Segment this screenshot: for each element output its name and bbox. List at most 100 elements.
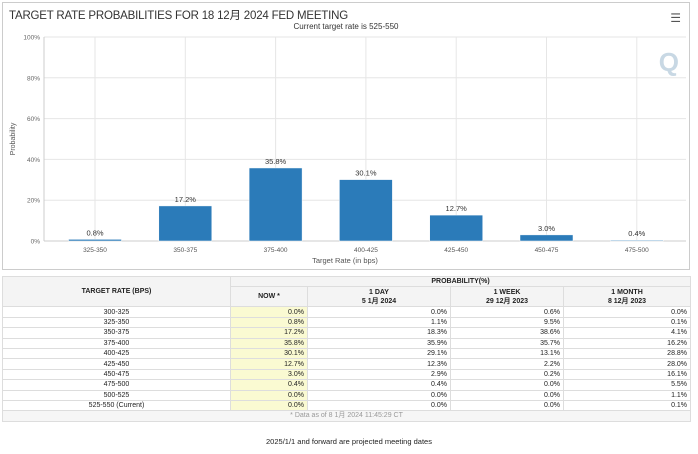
probability-table-wrap: TARGET RATE (BPS) PROBABILITY(%) NOW * 1 …: [1, 275, 692, 422]
probability-cell: 9.5%: [450, 316, 564, 329]
rate-cell: 300-325: [2, 306, 231, 318]
data-label: 35.8%: [265, 157, 287, 166]
probability-cell: 1.1%: [562, 389, 692, 401]
probability-cell: 0.0%: [307, 306, 451, 318]
y-tick-label: 60%: [27, 116, 40, 123]
column-date: 29 12月 2023: [485, 297, 529, 305]
probability-cell: 29.1%: [307, 347, 451, 360]
x-tick-label: 450-475: [535, 247, 559, 254]
bar: [158, 205, 213, 242]
rate-cell: 325-350: [2, 316, 231, 329]
column-title: 1 WEEK: [493, 288, 521, 296]
bar: [248, 167, 303, 242]
probability-cell: 0.0%: [307, 389, 451, 401]
probability-cell: 0.0%: [230, 306, 308, 318]
projected-dates-note: 2025/1/1 and forward are projected meeti…: [266, 437, 432, 446]
column-title: 1 DAY: [369, 288, 389, 296]
probability-cell: 0.8%: [230, 316, 308, 329]
probability-cell: 0.0%: [562, 306, 692, 318]
x-tick-label: 400-425: [354, 247, 378, 254]
bar: [519, 234, 574, 242]
probability-cell: 0.1%: [562, 316, 692, 329]
y-tick-label: 40%: [27, 157, 40, 164]
probability-cell: 2.9%: [307, 368, 451, 381]
probability-cell: 0.0%: [450, 399, 564, 412]
probability-cell: 16.2%: [562, 337, 692, 349]
probability-cell: 0.6%: [450, 306, 564, 318]
x-tick-label: 325-350: [83, 247, 107, 254]
probability-cell: 28.0%: [562, 358, 692, 370]
column-date: 5 1月 2024: [361, 297, 397, 305]
bar: [610, 239, 664, 242]
data-label: 3.0%: [538, 224, 555, 233]
x-tick-label: 475-500: [625, 247, 649, 254]
probability-cell: 17.2%: [230, 327, 308, 339]
probability-cell: 0.0%: [230, 389, 308, 401]
y-tick-label: 20%: [27, 198, 40, 205]
y-axis-title: Probability: [10, 122, 17, 155]
column-header: 1 MONTH 8 12月 2023: [562, 286, 692, 308]
table-row: 400-425 30.1% 29.1% 13.1% 28.8%: [2, 347, 692, 360]
probability-cell: 35.8%: [230, 337, 308, 349]
rate-cell: 375-400: [2, 337, 231, 349]
x-tick-label: 425-450: [444, 247, 468, 254]
table-row: 300-325 0.0% 0.0% 0.6% 0.0%: [2, 306, 692, 318]
bar: [339, 179, 393, 242]
table-row: 475-500 0.4% 0.4% 0.0% 5.5%: [2, 379, 692, 391]
x-tick-label: 350-375: [173, 247, 197, 254]
y-tick-label: 100%: [23, 35, 40, 42]
table-row: 325-350 0.8% 1.1% 9.5% 0.1%: [2, 316, 692, 329]
probability-cell: 16.1%: [562, 368, 692, 381]
probability-cell: 30.1%: [230, 347, 308, 360]
table-row: 525-550 (Current) 0.0% 0.0% 0.0% 0.1%: [2, 399, 692, 412]
probability-cell: 0.0%: [230, 399, 308, 412]
hamburger-icon[interactable]: ☰: [670, 11, 681, 25]
probability-cell: 5.5%: [562, 379, 692, 391]
column-title: NOW *: [258, 293, 280, 301]
bar: [429, 214, 483, 242]
probability-cell: 0.0%: [450, 379, 564, 391]
probability-cell: 18.3%: [307, 327, 451, 339]
chart-panel: TARGET RATE PROBABILITIES FOR 18 12月 202…: [2, 2, 690, 270]
rate-cell: 475-500: [2, 379, 231, 391]
rate-cell: 450-475: [2, 368, 231, 381]
probability-cell: 0.4%: [307, 379, 451, 391]
bar-chart: 0% 20% 40% 60% 80% 100% 0.8% 325-350 17.2% 350-37…: [10, 35, 686, 265]
chart-subtitle: Current target rate is 525-550: [293, 22, 399, 31]
x-tick-label: 375-400: [264, 247, 288, 254]
rate-cell: 400-425: [2, 347, 231, 360]
data-timestamp: * Data as of 8 1月 2024 11:45:29 CT: [1, 410, 692, 422]
probability-cell: 12.3%: [307, 358, 451, 370]
data-label: 0.8%: [86, 228, 103, 237]
rate-header: TARGET RATE (BPS): [2, 275, 231, 308]
probability-cell: 12.7%: [230, 358, 308, 370]
probability-cell: 0.0%: [307, 399, 451, 412]
x-axis-title: Target Rate (in bps): [312, 256, 378, 265]
data-label: 12.7%: [446, 204, 468, 213]
column-header: NOW *: [230, 286, 308, 308]
probability-header: PROBABILITY(%): [229, 275, 692, 288]
quikstrike-logo: Q: [658, 47, 679, 77]
probability-table: TARGET RATE (BPS) PROBABILITY(%) NOW * 1 …: [1, 275, 692, 422]
table-row: 425-450 12.7% 12.3% 2.2% 28.0%: [2, 358, 692, 370]
probability-cell: 38.6%: [450, 327, 564, 339]
probability-cell: 0.1%: [562, 399, 692, 412]
probability-cell: 2.2%: [450, 358, 564, 370]
probability-cell: 4.1%: [562, 327, 692, 339]
rate-cell: 425-450: [2, 358, 231, 370]
rate-cell: 525-550 (Current): [2, 399, 231, 412]
table-row: 500-525 0.0% 0.0% 0.0% 1.1%: [2, 389, 692, 401]
probability-cell: 1.1%: [307, 316, 451, 329]
column-header: 1 WEEK 29 12月 2023: [450, 286, 564, 308]
column-header: 1 DAY 5 1月 2024: [307, 286, 451, 308]
probability-cell: 0.4%: [230, 379, 308, 391]
column-title: 1 MONTH: [611, 288, 643, 296]
rate-cell: 500-525: [2, 389, 231, 401]
probability-cell: 3.0%: [230, 368, 308, 381]
data-label: 30.1%: [355, 169, 377, 178]
bar: [68, 239, 122, 242]
data-label: 0.4%: [628, 229, 645, 238]
data-label: 17.2%: [175, 195, 197, 204]
probability-cell: 13.1%: [450, 347, 564, 360]
column-date: 8 12月 2023: [607, 297, 647, 305]
